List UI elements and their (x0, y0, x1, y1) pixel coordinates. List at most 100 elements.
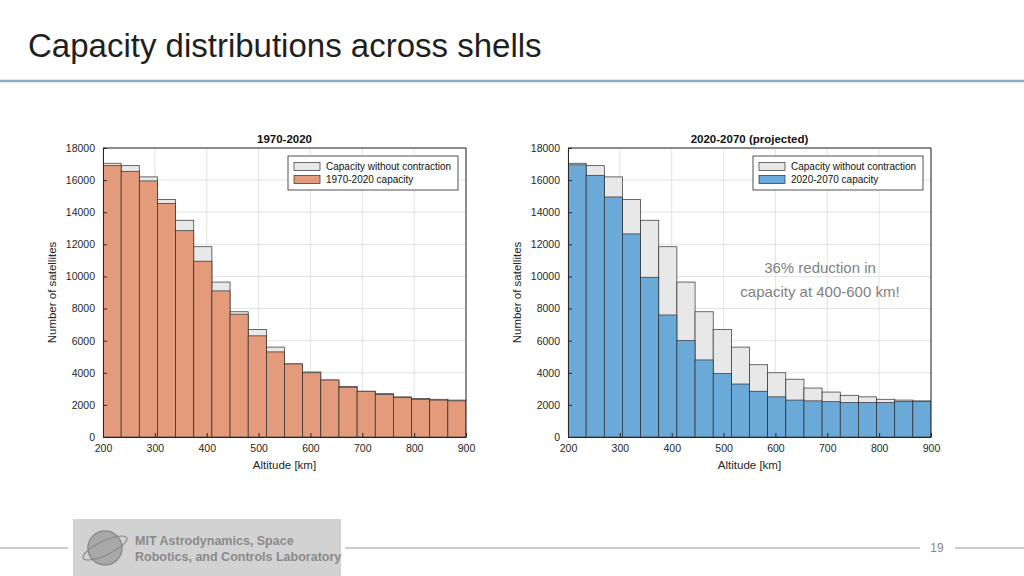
histogram-bar (303, 373, 321, 437)
tick: 400 (663, 433, 681, 454)
histogram-bar (157, 203, 175, 437)
tick-label: 2000 (72, 399, 96, 411)
bar-series (103, 166, 466, 437)
tick: 300 (147, 433, 165, 454)
histogram-bar (586, 175, 604, 437)
y-axis-label: Number of satellites (511, 241, 523, 343)
chart-title: 1970-2020 (257, 133, 312, 145)
histogram-bar (339, 387, 357, 437)
tick: 18000 (531, 142, 572, 154)
grid (103, 148, 466, 437)
grid-line-x (414, 148, 415, 437)
tick-label: 6000 (537, 335, 561, 347)
chart: 2003004005006007008009000200040006000800… (46, 133, 475, 471)
tick-label: 900 (923, 442, 941, 454)
tick: 12000 (66, 238, 107, 250)
histogram-bar (448, 400, 466, 437)
legend-label: 2020-2070 capacity (791, 174, 878, 185)
tick: 500 (715, 433, 733, 454)
legend: Capacity without contraction1970-2020 ca… (288, 156, 458, 190)
tick: 0 (554, 431, 572, 443)
annotation-text: 36% reduction in (764, 259, 876, 276)
tick-mark (568, 405, 572, 406)
histogram-bar (266, 352, 284, 437)
tick: 300 (612, 433, 630, 454)
logo-text: MIT Astrodynamics, Space (135, 534, 294, 548)
tick: 2000 (537, 399, 572, 411)
bars (568, 163, 931, 437)
tick-label: 300 (147, 442, 165, 454)
tick-label: 10000 (531, 270, 560, 282)
histogram-bar (266, 347, 284, 437)
histogram-bar (321, 380, 339, 437)
histogram-bar (248, 329, 266, 437)
grid-line-x (103, 148, 104, 437)
tick: 700 (819, 433, 837, 454)
tick-mark (879, 433, 880, 437)
plot-background (568, 148, 931, 437)
tick: 4000 (537, 367, 572, 379)
histogram-bar (375, 394, 393, 437)
histogram-bar (913, 401, 931, 437)
x-axis-label: Altitude [km] (253, 459, 316, 471)
histogram-bar (194, 261, 212, 437)
histogram-bar (412, 398, 430, 437)
histogram-bar (731, 384, 749, 437)
histogram-bar (731, 347, 749, 437)
histogram-bar (877, 402, 895, 437)
histogram-bar (139, 181, 157, 437)
tick: 14000 (66, 206, 107, 218)
tick-mark (568, 341, 572, 342)
histogram-bar (750, 365, 768, 437)
tick-label: 10000 (66, 270, 95, 282)
histogram-bar (303, 372, 321, 437)
histogram-bar (212, 291, 230, 437)
histogram-bar (768, 397, 786, 437)
tick: 6000 (72, 335, 107, 347)
histogram-bar (677, 341, 695, 437)
frame-right (466, 148, 467, 437)
legend-swatch (759, 163, 785, 171)
histogram-bar (157, 199, 175, 437)
histogram-bar (103, 163, 121, 437)
histogram-bar (659, 247, 677, 437)
footer-rule (345, 548, 920, 549)
legend-box (288, 156, 458, 190)
histogram-bar (641, 277, 659, 437)
histogram-bar (139, 177, 157, 437)
legend-box (753, 156, 923, 190)
tick-mark (103, 437, 107, 438)
bar-series (103, 163, 466, 437)
tick-label: 800 (406, 442, 424, 454)
histogram-bar (248, 336, 266, 437)
tick-label: 200 (560, 442, 578, 454)
tick: 4000 (72, 367, 107, 379)
annotation: 36% reduction incapacity at 400-600 km! (740, 259, 899, 300)
tick: 600 (767, 433, 785, 454)
tick: 6000 (537, 335, 572, 347)
tick: 700 (354, 433, 372, 454)
tick: 18000 (66, 142, 107, 154)
histogram-bar (448, 401, 466, 437)
histogram-bar (895, 400, 913, 437)
histogram-bar (121, 171, 139, 437)
histogram-bar (194, 247, 212, 437)
histogram-bar (568, 163, 586, 437)
histogram-bar (321, 380, 339, 437)
histogram-bar (604, 197, 622, 437)
histogram-bar (695, 312, 713, 437)
grid-line-x (931, 148, 932, 437)
tick-label: 18000 (66, 142, 95, 154)
tick-mark (259, 433, 260, 437)
histogram-bar (877, 399, 895, 437)
tick-mark (103, 276, 107, 277)
tick-mark (672, 433, 673, 437)
histogram-bar (750, 391, 768, 437)
frame-right (931, 148, 932, 437)
tick-label: 0 (554, 431, 560, 443)
histogram-bar (103, 166, 121, 437)
histogram-bar (804, 401, 822, 437)
histogram-bar (659, 315, 677, 437)
histogram-bar (285, 364, 303, 437)
tick-label: 800 (871, 442, 889, 454)
